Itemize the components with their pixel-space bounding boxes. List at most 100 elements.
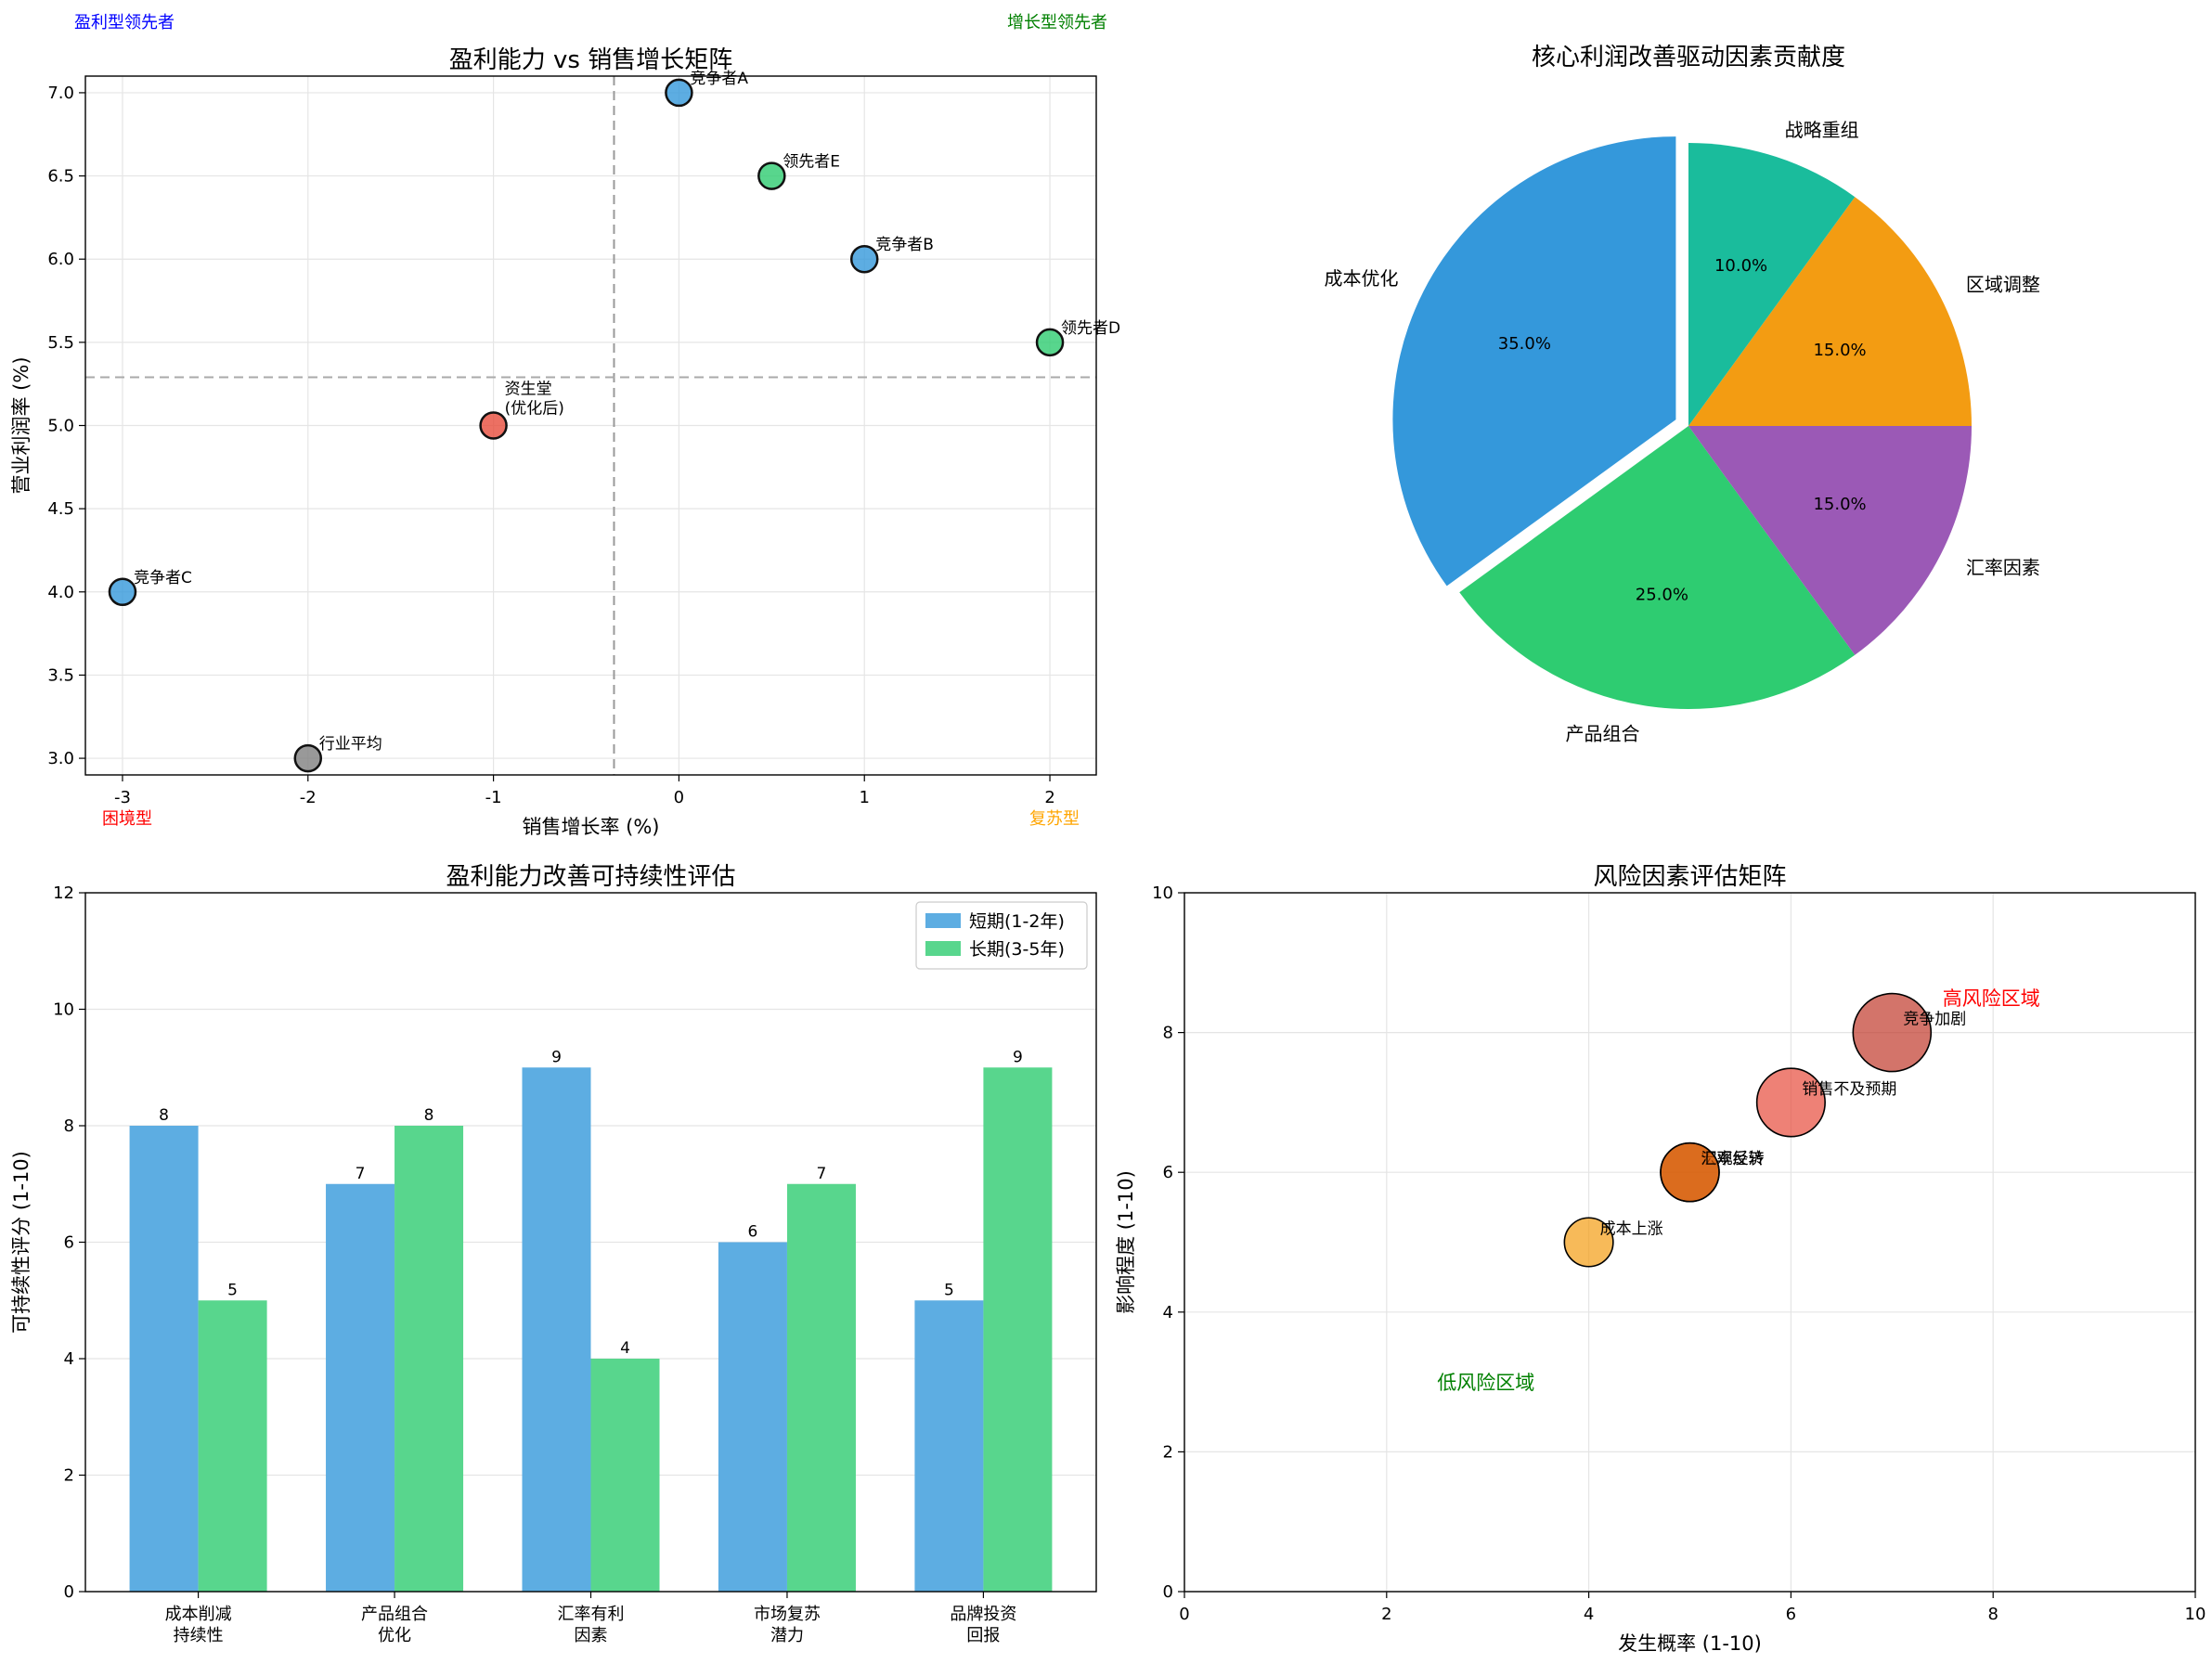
y-axis-label: 影响程度 (1-10) bbox=[1115, 1170, 1137, 1314]
x-tick-label: 8 bbox=[1987, 1605, 1998, 1624]
bar-value-label: 5 bbox=[227, 1281, 238, 1299]
data-point bbox=[757, 161, 786, 190]
x-tick-label: -1 bbox=[485, 788, 502, 807]
point-label-line: (优化后) bbox=[505, 400, 564, 419]
risk-bubble bbox=[1852, 992, 1933, 1073]
bar-value-label: 8 bbox=[424, 1106, 434, 1125]
x-tick-label-line: 市场复苏 bbox=[754, 1605, 821, 1624]
x-tick-label: 0 bbox=[674, 788, 684, 807]
slice-percentage: 15.0% bbox=[1813, 341, 1866, 360]
y-tick-label: 2 bbox=[64, 1466, 74, 1486]
x-tick-label: 汇率有利因素 bbox=[558, 1605, 625, 1645]
y-tick-label: 6.5 bbox=[47, 167, 74, 187]
point-label: 领先者D bbox=[1061, 319, 1120, 338]
risk-label: 汇率反转 bbox=[1701, 1150, 1765, 1168]
y-tick-label: 4 bbox=[64, 1349, 74, 1369]
x-tick-label-line: 品牌投资 bbox=[950, 1605, 1016, 1624]
y-tick-label: 5.0 bbox=[47, 417, 74, 436]
x-axis-label: 发生概率 (1-10) bbox=[1618, 1632, 1762, 1655]
y-tick-label: 0 bbox=[1163, 1582, 1173, 1602]
legend-swatch bbox=[925, 941, 961, 956]
x-tick-label: 1 bbox=[860, 788, 870, 807]
risk-bubble bbox=[1563, 1217, 1614, 1268]
bar-value-label: 8 bbox=[159, 1106, 169, 1125]
x-tick-label: 10 bbox=[2185, 1605, 2206, 1624]
data-point bbox=[479, 411, 508, 440]
x-tick-label: 2 bbox=[1381, 1605, 1391, 1624]
x-tick-label-line: 汇率有利 bbox=[558, 1605, 625, 1624]
bar bbox=[522, 1067, 591, 1592]
point-label: 竞争者A bbox=[690, 70, 748, 88]
point-label: 资生堂(优化后) bbox=[505, 381, 564, 419]
x-tick-label: -3 bbox=[114, 788, 131, 807]
bar bbox=[718, 1242, 787, 1592]
zone-label: 高风险区域 bbox=[1943, 987, 2040, 1010]
data-point bbox=[293, 743, 323, 773]
slice-percentage: 25.0% bbox=[1636, 586, 1688, 605]
bar-value-label: 7 bbox=[356, 1165, 366, 1183]
x-tick-label-line: 回报 bbox=[966, 1626, 1000, 1645]
y-tick-label: 6.0 bbox=[47, 250, 74, 269]
quadrant-label: 困境型 bbox=[102, 809, 152, 829]
y-tick-label: 3.5 bbox=[47, 665, 74, 685]
pie-slice bbox=[1688, 197, 1972, 426]
risk-bubble bbox=[1755, 1067, 1826, 1138]
y-tick-label: 10 bbox=[1152, 884, 1173, 903]
x-tick-label: 4 bbox=[1584, 1605, 1594, 1624]
bar-value-label: 4 bbox=[620, 1339, 630, 1358]
x-tick-label-line: 因素 bbox=[575, 1626, 608, 1645]
bar bbox=[395, 1126, 464, 1592]
slice-label: 汇率因素 bbox=[1966, 556, 2040, 578]
slice-percentage: 15.0% bbox=[1813, 495, 1866, 514]
y-tick-label: 2 bbox=[1163, 1442, 1173, 1462]
data-point bbox=[1035, 328, 1065, 357]
x-tick-label: 6 bbox=[1786, 1605, 1796, 1624]
quadrant-label: 盈利型领先者 bbox=[74, 13, 175, 32]
x-tick-label: 市场复苏潜力 bbox=[754, 1605, 821, 1645]
zone-label: 低风险区域 bbox=[1437, 1372, 1534, 1394]
y-axis-label: 可持续性评分 (1-10) bbox=[10, 1151, 32, 1334]
chart-title: 风险因素评估矩阵 bbox=[1593, 863, 1786, 891]
profitability-growth-scatter-panel: -3 -2 -1 0 1 2 3.0 3.5 4.0 4.5 5.0 5.5 6.0 6.5 7.0 资生堂(… bbox=[10, 13, 1120, 838]
data-point bbox=[849, 244, 879, 274]
y-tick-label: 0 bbox=[64, 1582, 74, 1602]
bar-value-label: 5 bbox=[944, 1281, 954, 1299]
x-tick-label: 2 bbox=[1044, 788, 1054, 807]
quadrant-label: 增长型领先者 bbox=[1007, 13, 1107, 32]
bar bbox=[198, 1300, 267, 1592]
risk-label: 竞争加剧 bbox=[1903, 1011, 1966, 1029]
slice-label: 战略重组 bbox=[1785, 119, 1859, 141]
chart-title: 盈利能力 vs 销售增长矩阵 bbox=[449, 46, 732, 74]
y-axis-label: 营业利润率 (%) bbox=[10, 356, 32, 494]
y-tick-label: 6 bbox=[1163, 1163, 1173, 1182]
bar bbox=[786, 1183, 856, 1592]
y-tick-label: 12 bbox=[53, 884, 74, 903]
y-tick-label: 5.5 bbox=[47, 333, 74, 353]
bar bbox=[129, 1126, 199, 1592]
legend-label: 短期(1-2年) bbox=[969, 911, 1065, 932]
x-tick-label: 成本削减持续性 bbox=[165, 1605, 232, 1645]
bar bbox=[326, 1183, 395, 1592]
y-tick-label: 8 bbox=[64, 1116, 74, 1136]
quadrant-label: 复苏型 bbox=[1029, 809, 1080, 829]
y-tick-label: 3.0 bbox=[47, 749, 74, 768]
pie-slice bbox=[1688, 426, 1972, 655]
pie-slice bbox=[1459, 426, 1856, 710]
slice-percentage: 35.0% bbox=[1498, 334, 1551, 354]
x-tick-label: -2 bbox=[300, 788, 317, 807]
x-tick-label-line: 持续性 bbox=[174, 1626, 224, 1645]
data-point bbox=[108, 577, 137, 607]
bar bbox=[914, 1300, 984, 1592]
sustainability-bar-panel: 0 2 4 6 8 10 12 8 7 9 6 5 5 8 4 7 9 成本削减持续性 产品组合优化 汇率有利因素 市场… bbox=[10, 863, 1097, 1645]
pie-slice bbox=[1688, 143, 1856, 426]
x-tick-label: 0 bbox=[1179, 1605, 1189, 1624]
y-tick-label: 4 bbox=[1163, 1303, 1173, 1322]
x-tick-label: 产品组合优化 bbox=[361, 1605, 428, 1645]
y-tick-label: 6 bbox=[64, 1233, 74, 1253]
legend-label: 长期(3-5年) bbox=[969, 939, 1065, 960]
y-tick-label: 4.0 bbox=[47, 583, 74, 602]
y-tick-label: 7.0 bbox=[47, 84, 74, 103]
risk-matrix-panel: 0 2 4 6 8 100246810竞争加剧销售不及预期宏观经济汇率反转成本上涨高风险区… bbox=[1115, 863, 2206, 1655]
x-axis-label: 销售增长率 (%) bbox=[522, 816, 659, 838]
risk-label: 销售不及预期 bbox=[1802, 1080, 1896, 1099]
